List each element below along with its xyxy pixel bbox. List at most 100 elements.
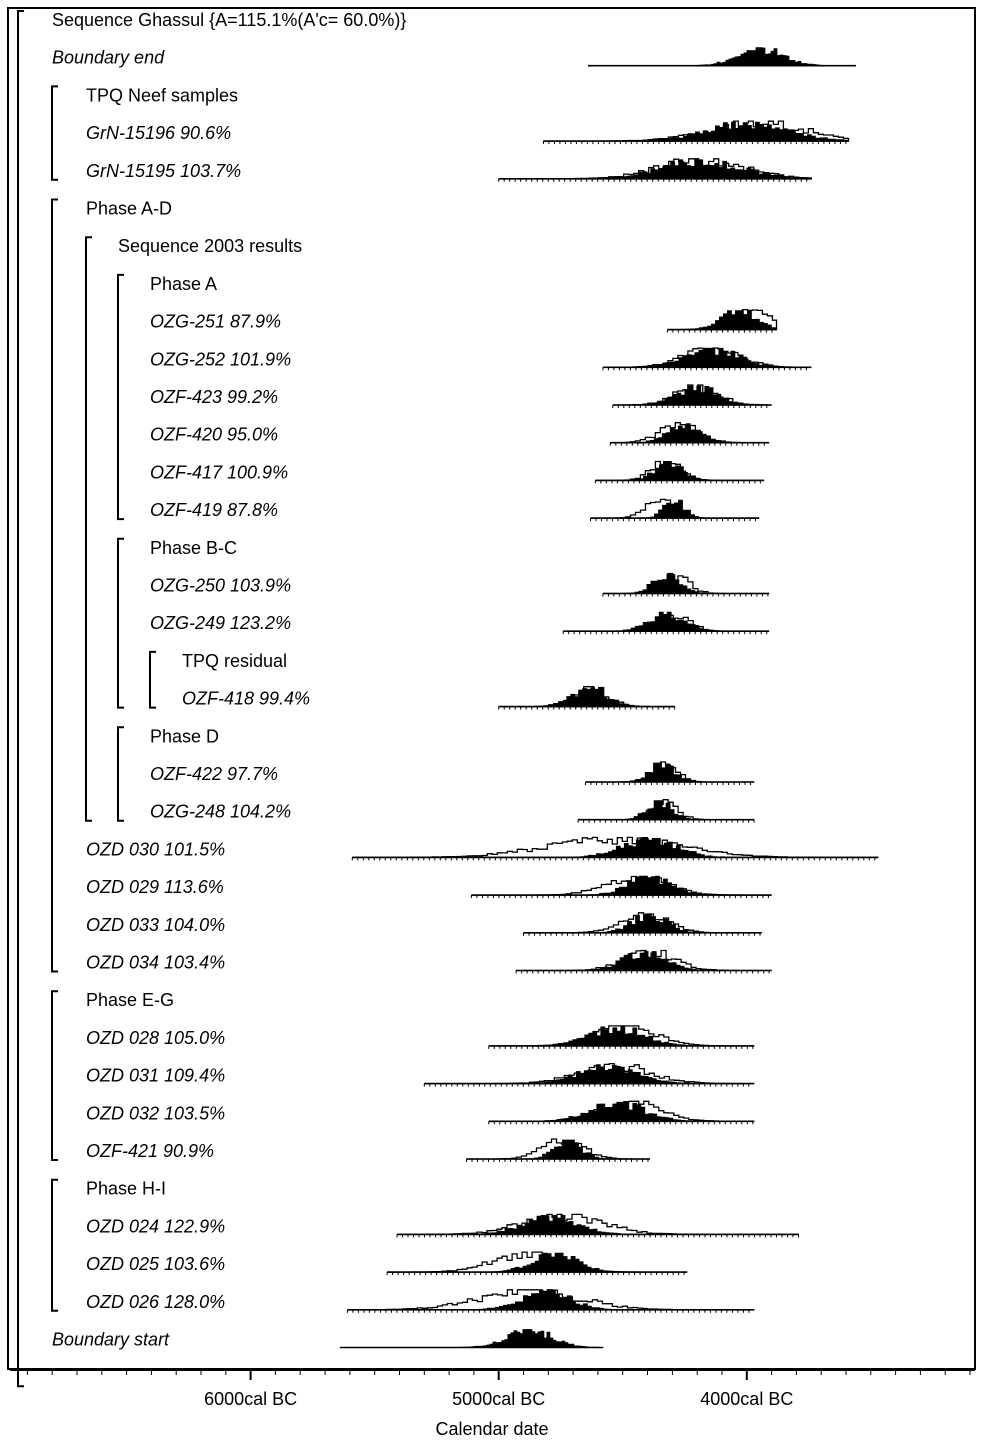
posterior-distribution — [339, 1329, 604, 1348]
posterior-distribution — [516, 951, 772, 971]
sample-label: OZD 032 103.5% — [86, 1103, 225, 1123]
sample-label: OZG-250 103.9% — [150, 576, 291, 596]
sample-label: OZF-422 97.7% — [150, 764, 278, 784]
row-phase-b-c: Phase B-C — [150, 538, 237, 558]
bracket-line — [117, 537, 124, 709]
group-label: Sequence 2003 results — [118, 236, 302, 256]
sample-label: OZF-419 87.8% — [150, 500, 278, 520]
row-ozf-420-95-0: OZF-420 95.0% — [150, 422, 770, 446]
bracket-line — [51, 1178, 58, 1312]
group-label: TPQ Neef samples — [86, 85, 238, 105]
row-ozg-252-101-9: OZG-252 101.9% — [150, 347, 812, 371]
row-ozd-033-104-0: OZD 033 104.0% — [86, 912, 762, 936]
bracket-tpq-residual — [149, 650, 156, 709]
row-ozg-250-103-9: OZG-250 103.9% — [150, 572, 770, 597]
bracket-phase-d — [117, 726, 124, 822]
row-ozd-034-103-4: OZD 034 103.4% — [86, 949, 772, 974]
boundary-label: Boundary end — [52, 48, 165, 68]
x-tick-label: 5000cal BC — [452, 1389, 545, 1409]
posterior-distribution — [543, 121, 849, 142]
row-tpq-residual: TPQ residual — [182, 651, 287, 671]
x-axis-title: Calendar date — [435, 1419, 548, 1439]
sample-label: OZD 025 103.6% — [86, 1254, 225, 1274]
likelihood-distribution — [352, 836, 879, 859]
group-label: Phase D — [150, 726, 219, 746]
row-tpq-neef-samples: TPQ Neef samples — [86, 85, 238, 105]
bracket-line — [51, 990, 58, 1161]
sample-label: OZD 028 105.0% — [86, 1028, 225, 1048]
row-phase-e-g: Phase E-G — [86, 990, 174, 1010]
bracket-line — [85, 236, 92, 822]
bracket-phase-b-c — [117, 537, 124, 709]
posterior-distribution — [590, 499, 760, 519]
group-label: Phase E-G — [86, 990, 174, 1010]
x-tick-label: 4000cal BC — [700, 1389, 793, 1409]
posterior-distribution — [471, 875, 772, 896]
bracket-phase-e-g — [51, 990, 58, 1161]
group-label: TPQ residual — [182, 651, 287, 671]
row-ozf-419-87-8: OZF-419 87.8% — [150, 498, 760, 522]
group-label: Sequence Ghassul {A=115.1%(A'c= 60.0%)} — [52, 10, 406, 30]
sample-label: OZF-418 99.4% — [182, 689, 310, 709]
posterior-distribution — [610, 423, 770, 444]
row-ozg-251-87-9: OZG-251 87.9% — [150, 308, 778, 333]
row-grn-15196-90-6: GrN-15196 90.6% — [86, 120, 850, 145]
x-axis-minor-ticks — [26, 1370, 971, 1375]
row-sequence-2003-results: Sequence 2003 results — [118, 236, 302, 256]
sample-label: GrN-15195 103.7% — [86, 161, 241, 181]
bracket-line — [117, 726, 124, 822]
grouping-brackets — [17, 10, 156, 1388]
row-phase-h-i: Phase H-I — [86, 1179, 166, 1199]
row-ozd-028-105-0: OZD 028 105.0% — [86, 1025, 755, 1049]
sample-label: OZD 034 103.4% — [86, 953, 225, 973]
group-label: Phase A — [150, 274, 217, 294]
row-ozd-024-122-9: OZD 024 122.9% — [86, 1213, 799, 1238]
bracket-phase-a-d — [51, 198, 58, 973]
sample-label: OZF-421 90.9% — [86, 1141, 214, 1161]
row-ozd-031-109-4: OZD 031 109.4% — [86, 1062, 755, 1087]
group-label: Phase H-I — [86, 1179, 166, 1199]
row-phase-d: Phase D — [150, 726, 219, 746]
posterior-distribution — [352, 838, 879, 858]
range-ticks — [466, 1159, 649, 1162]
row-boundary-end: Boundary end — [52, 47, 856, 68]
row-ozf-423-99-2: OZF-423 99.2% — [150, 384, 772, 408]
sample-label: OZF-420 95.0% — [150, 425, 278, 445]
row-ozg-248-104-2: OZG-248 104.2% — [150, 799, 755, 823]
row-boundary-start: Boundary start — [52, 1329, 604, 1350]
posterior-distribution — [563, 611, 770, 632]
row-ozd-029-113-6: OZD 029 113.6% — [86, 875, 772, 899]
row-ozd-032-103-5: OZD 032 103.5% — [86, 1100, 755, 1125]
row-ozd-026-128-0: OZD 026 128.0% — [86, 1289, 755, 1313]
sample-label: OZG-248 104.2% — [150, 802, 291, 822]
sample-label: GrN-15196 90.6% — [86, 123, 231, 143]
posterior-distribution — [424, 1064, 755, 1084]
sample-label: OZD 033 104.0% — [86, 915, 225, 935]
bracket-line — [17, 10, 24, 1388]
row-ozd-025-103-6: OZD 025 103.6% — [86, 1251, 688, 1276]
posterior-distribution — [585, 762, 755, 783]
sample-label: OZD 030 101.5% — [86, 839, 225, 859]
sample-label: OZG-251 87.9% — [150, 312, 281, 332]
posterior-distribution — [523, 913, 762, 934]
sample-label: OZD 026 128.0% — [86, 1292, 225, 1312]
posterior-distribution — [498, 687, 675, 707]
sample-label: OZD 031 109.4% — [86, 1066, 225, 1086]
group-label: Phase B-C — [150, 538, 237, 558]
posterior-distribution — [602, 574, 770, 594]
bracket-line — [51, 85, 58, 181]
posterior-distribution — [498, 159, 812, 180]
posterior-distribution — [588, 47, 856, 67]
bracket-tpq-neef-samples — [51, 85, 58, 181]
sample-label: OZG-249 123.2% — [150, 613, 291, 633]
posterior-distribution — [387, 1252, 688, 1273]
posterior-distribution — [602, 347, 812, 368]
row-ozf-417-100-9: OZF-417 100.9% — [150, 460, 765, 484]
bracket-sequence-2003-results — [85, 236, 92, 822]
sample-label: OZF-417 100.9% — [150, 462, 288, 482]
posterior-distribution — [397, 1215, 799, 1235]
posterior-distribution — [347, 1290, 755, 1311]
row-grn-15195-103-7: GrN-15195 103.7% — [86, 158, 812, 182]
bracket-phase-a — [117, 273, 124, 521]
